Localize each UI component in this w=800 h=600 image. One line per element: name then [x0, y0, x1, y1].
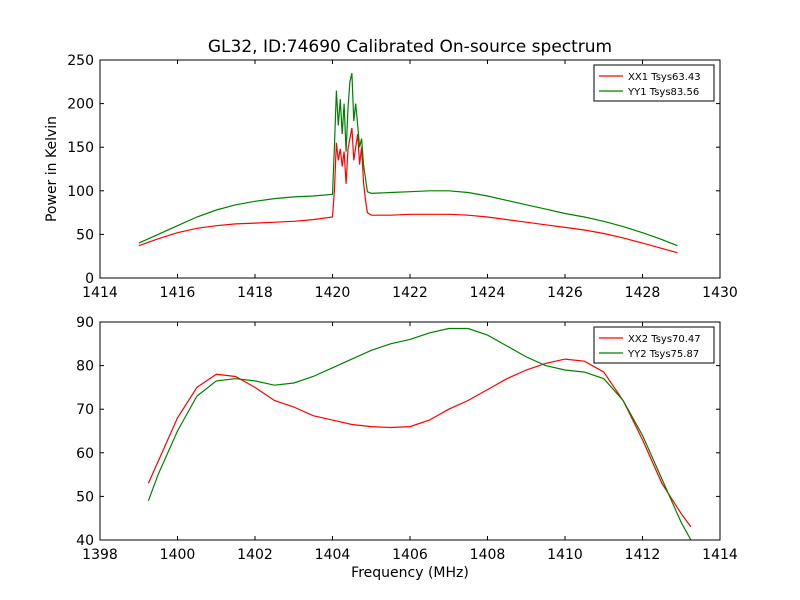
series-line-yy1 — [138, 72, 678, 247]
legend-label: YY2 Tsys75.87 — [627, 349, 699, 360]
x-tick-label: 1422 — [392, 285, 428, 301]
y-axis-label: Power in Kelvin — [44, 116, 60, 222]
legend-label: XX2 Tsys70.47 — [628, 334, 701, 345]
x-tick-label: 1420 — [315, 285, 351, 301]
x-tick-label: 1424 — [470, 285, 506, 301]
y-tick-label: 60 — [76, 446, 94, 462]
legend-label: YY1 Tsys83.56 — [627, 87, 699, 98]
legend-box — [593, 64, 715, 102]
y-tick-label: 50 — [76, 227, 94, 243]
series-line-yy2 — [147, 327, 692, 540]
legend-box — [593, 326, 715, 364]
y-tick-label: 150 — [67, 140, 94, 156]
x-tick-label: 1416 — [160, 285, 196, 301]
x-tick-label: 1414 — [702, 547, 738, 563]
x-axis-label: Frequency (MHz) — [351, 565, 469, 581]
bottom-panel: 1398 1400 1402 1404 1406 1408 1410 1412 1414 40 50… — [76, 315, 738, 581]
y-tick-label: 250 — [67, 53, 94, 69]
y-tick-label: 70 — [76, 402, 94, 418]
y-tick-label: 80 — [76, 359, 94, 375]
x-tick-label: 1418 — [237, 285, 273, 301]
x-tick-label: 1406 — [392, 547, 428, 563]
series-line-xx1 — [138, 127, 678, 254]
x-tick-label: 1410 — [547, 547, 583, 563]
legend: XX1 Tsys63.43 YY1 Tsys83.56 — [593, 64, 715, 102]
x-tick-label: 1400 — [160, 547, 196, 563]
chart-title: GL32, ID:74690 Calibrated On-source spec… — [208, 37, 612, 57]
x-tick-label: 1414 — [82, 285, 118, 301]
legend-label: XX1 Tsys63.43 — [628, 72, 701, 83]
x-tick-label: 1426 — [547, 285, 583, 301]
series-line-xx2 — [147, 358, 692, 528]
x-tick-label: 1430 — [702, 285, 738, 301]
top-panel: 1414 1416 1418 1420 1422 1424 1426 1428 1430 0 50 1… — [44, 53, 738, 301]
y-tick-label: 100 — [67, 184, 94, 200]
y-tick-label: 40 — [76, 533, 94, 549]
x-tick-label: 1398 — [82, 547, 118, 563]
y-tick-label: 0 — [85, 271, 94, 287]
y-tick-label: 200 — [67, 97, 94, 113]
x-tick-label: 1408 — [470, 547, 506, 563]
x-tick-label: 1402 — [237, 547, 273, 563]
x-tick-label: 1404 — [315, 547, 351, 563]
y-tick-label: 90 — [76, 315, 94, 331]
x-tick-label: 1412 — [625, 547, 661, 563]
x-tick-label: 1428 — [625, 285, 661, 301]
y-tick-label: 50 — [76, 489, 94, 505]
legend: XX2 Tsys70.47 YY2 Tsys75.87 — [593, 326, 715, 364]
